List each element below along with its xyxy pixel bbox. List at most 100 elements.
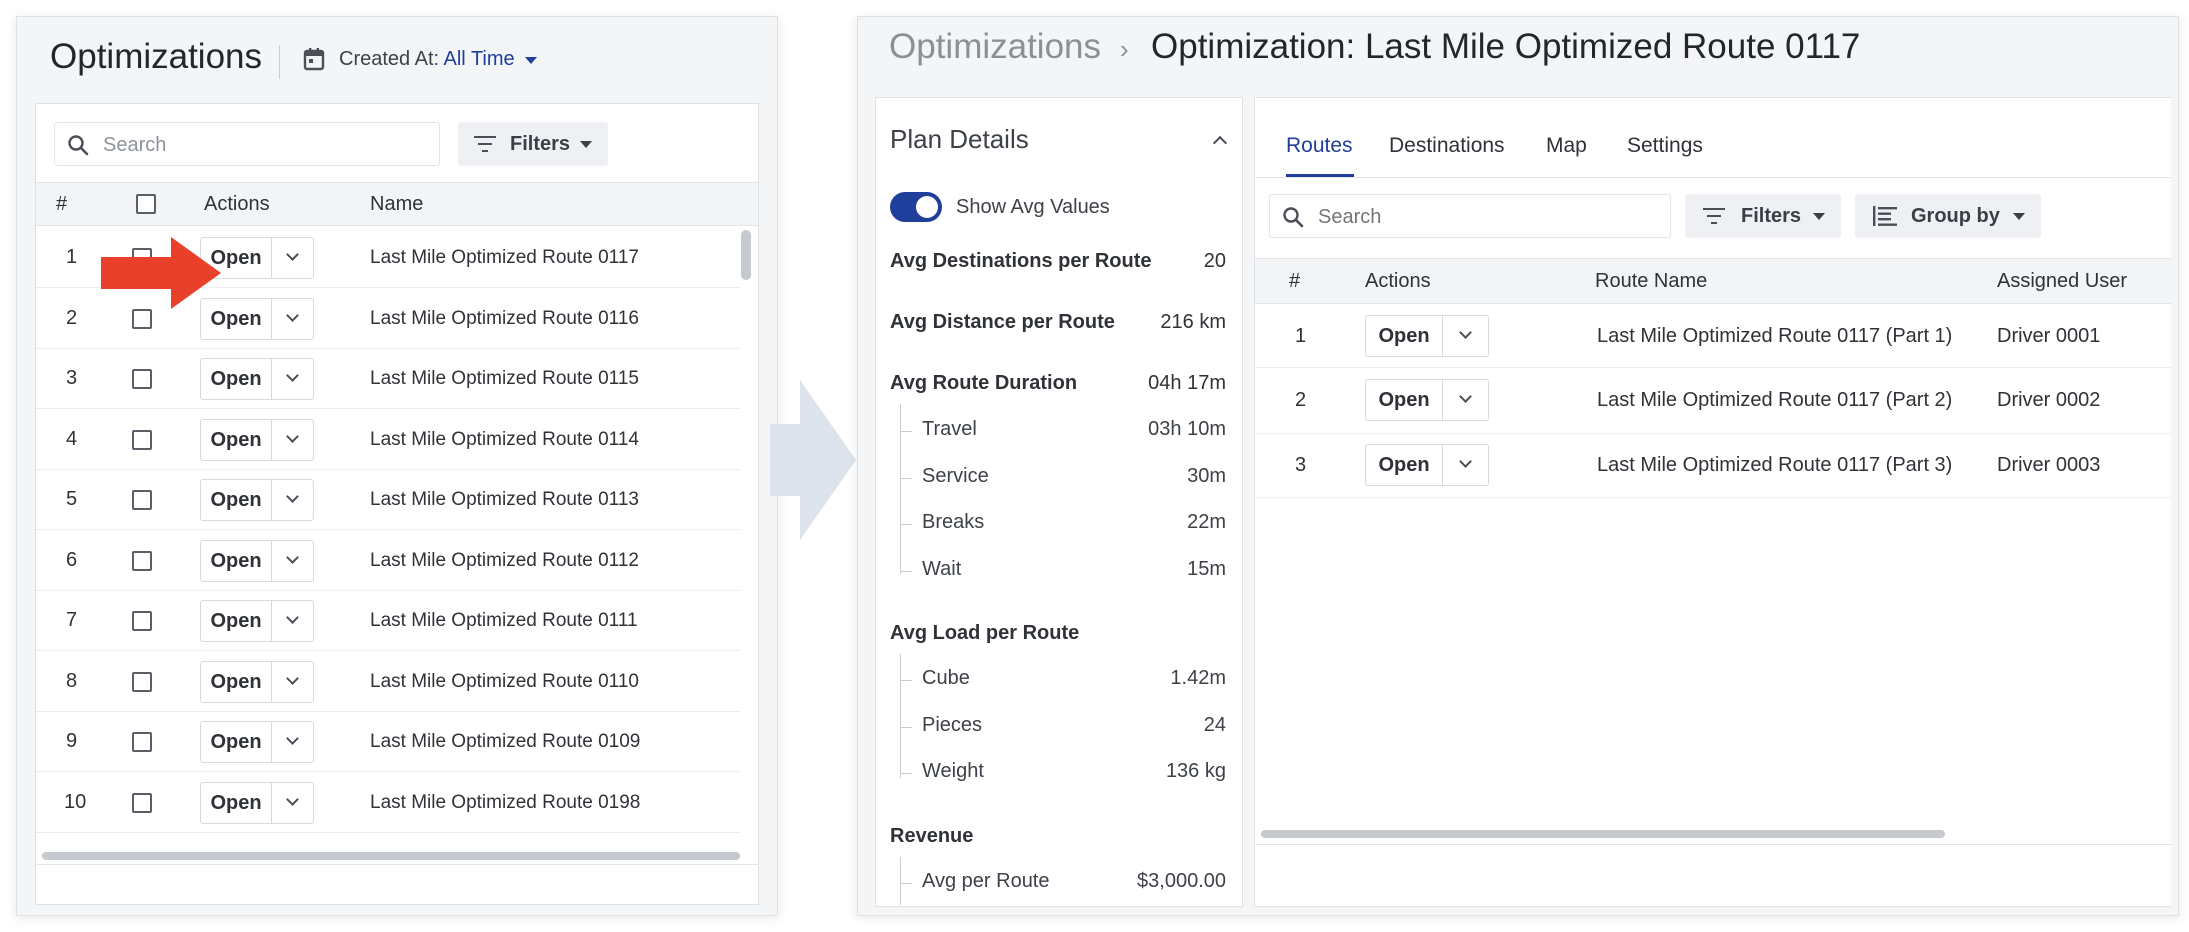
chevron-down-icon[interactable] — [286, 550, 299, 564]
open-button[interactable]: Open — [1378, 325, 1430, 347]
open-button[interactable]: Open — [210, 489, 262, 511]
route-name[interactable]: Last Mile Optimized Route 0117 (Part 3) — [1597, 454, 1953, 476]
route-search-box[interactable] — [1269, 194, 1671, 238]
open-button[interactable]: Open — [1378, 389, 1430, 411]
open-button[interactable]: Open — [210, 307, 262, 330]
chevron-down-icon[interactable] — [286, 369, 299, 382]
optimization-name[interactable]: Last Mile Optimized Route 0115 — [370, 368, 639, 389]
breakdown-value: 136 kg — [1165, 760, 1226, 782]
optimization-name[interactable]: Last Mile Optimized Route 0109 — [370, 731, 641, 752]
table-row[interactable]: 1 Open Last Mile Optimized Route 0117 (Par… — [1255, 306, 2172, 368]
optimization-name[interactable]: Last Mile Optimized Route 0112 — [370, 549, 639, 571]
button-split-divider — [271, 601, 272, 641]
chevron-down-icon[interactable] — [286, 671, 299, 685]
route-name[interactable]: Last Mile Optimized Route 0117 (Part 1) — [1597, 325, 1953, 347]
row-checkbox[interactable] — [132, 671, 152, 692]
button-split-divider — [271, 298, 272, 339]
search-box[interactable] — [54, 122, 440, 166]
select-all-checkbox[interactable] — [136, 194, 156, 214]
chevron-down-icon[interactable] — [1459, 326, 1472, 339]
open-button[interactable]: Open — [210, 247, 262, 269]
vertical-scrollbar[interactable] — [741, 230, 751, 280]
row-number: 10 — [64, 790, 87, 813]
column-header-actions: Actions — [1365, 270, 1431, 292]
chevron-down-icon[interactable] — [1459, 455, 1472, 468]
open-button[interactable]: Open — [1378, 454, 1430, 476]
horizontal-scrollbar[interactable] — [42, 852, 740, 860]
chevron-up-icon[interactable] — [1212, 135, 1228, 151]
table-row[interactable]: 5 Open Last Mile Optimized Route 0113 — [36, 470, 740, 530]
chevron-down-icon[interactable] — [1459, 390, 1472, 403]
chevron-down-icon[interactable] — [286, 248, 299, 261]
row-checkbox[interactable] — [132, 490, 152, 510]
group-by-button[interactable]: Group by — [1855, 194, 2041, 238]
chevron-down-icon[interactable] — [286, 429, 299, 443]
row-checkbox[interactable] — [132, 732, 152, 752]
avg-duration-value: 04h 17m — [1148, 372, 1226, 394]
row-checkbox[interactable] — [132, 369, 152, 389]
optimization-name[interactable]: Last Mile Optimized Route 0111 — [370, 610, 638, 631]
open-button[interactable]: Open — [210, 428, 262, 451]
tree-connector-tick — [900, 773, 912, 774]
open-button[interactable]: Open — [210, 368, 262, 390]
filters-button[interactable]: Filters — [458, 122, 608, 166]
caret-down-icon[interactable] — [525, 57, 537, 64]
optimization-name[interactable]: Last Mile Optimized Route 0116 — [370, 307, 639, 329]
chevron-down-icon[interactable] — [286, 308, 299, 322]
tree-connector-tick — [900, 431, 912, 432]
caret-down-icon — [580, 141, 592, 148]
horizontal-scrollbar[interactable] — [1261, 830, 1945, 838]
row-checkbox[interactable] — [132, 308, 152, 329]
table-row[interactable]: 3 Open Last Mile Optimized Route 0115 — [36, 349, 740, 409]
row-checkbox[interactable] — [132, 429, 152, 450]
show-avg-values-toggle[interactable] — [890, 192, 942, 222]
table-row[interactable]: 7 Open Last Mile Optimized Route 0111 — [36, 591, 740, 651]
open-button[interactable]: Open — [210, 610, 262, 632]
route-filters-button[interactable]: Filters — [1685, 194, 1841, 238]
tabs-divider — [1255, 177, 2172, 178]
open-button[interactable]: Open — [210, 731, 262, 753]
optimization-name[interactable]: Last Mile Optimized Route 0117 — [370, 247, 639, 268]
chevron-down-icon[interactable] — [286, 792, 299, 806]
chevron-down-icon[interactable] — [286, 490, 299, 503]
tab-routes[interactable]: Routes — [1286, 134, 1353, 157]
chevron-down-icon[interactable] — [286, 732, 299, 745]
optimization-name[interactable]: Last Mile Optimized Route 0114 — [370, 428, 639, 450]
row-checkbox[interactable] — [132, 550, 152, 571]
table-row[interactable]: 9 Open Last Mile Optimized Route 0109 — [36, 712, 740, 772]
active-tab-indicator — [1286, 174, 1354, 177]
calendar-icon — [303, 48, 325, 71]
column-header-name: Name — [370, 193, 424, 215]
optimization-name[interactable]: Last Mile Optimized Route 0110 — [370, 670, 639, 692]
route-search-input[interactable] — [1318, 205, 1648, 229]
open-button[interactable]: Open — [210, 670, 262, 693]
avg-destinations-value: 20 — [1203, 250, 1226, 272]
route-name[interactable]: Last Mile Optimized Route 0117 (Part 2) — [1597, 389, 1953, 411]
button-split-divider — [271, 419, 272, 460]
optimization-name[interactable]: Last Mile Optimized Route 0113 — [370, 489, 639, 510]
table-row[interactable]: 8 Open Last Mile Optimized Route 0110 — [36, 652, 740, 712]
open-button[interactable]: Open — [210, 791, 262, 814]
table-row[interactable]: 10 Open Last Mile Optimized Route 0198 — [36, 773, 740, 833]
table-row[interactable]: 1 Open Last Mile Optimized Route 0117 — [36, 228, 740, 288]
optimizations-table-card: Filters # Actions Name 1 Open Last Mile Op… — [35, 103, 759, 905]
avg-load-label: Avg Load per Route — [890, 622, 1080, 644]
tree-connector — [900, 404, 901, 574]
table-row[interactable]: 6 Open Last Mile Optimized Route 0112 — [36, 531, 740, 591]
tab-map[interactable]: Map — [1546, 134, 1587, 157]
open-button[interactable]: Open — [210, 549, 262, 572]
optimization-name[interactable]: Last Mile Optimized Route 0198 — [370, 791, 641, 813]
table-row[interactable]: 2 Open Last Mile Optimized Route 0117 (Par… — [1255, 368, 2172, 434]
tab-settings[interactable]: Settings — [1627, 134, 1703, 157]
table-row[interactable]: 2 Open Last Mile Optimized Route 0116 — [36, 289, 740, 349]
search-input[interactable] — [103, 133, 423, 157]
chevron-down-icon[interactable] — [286, 611, 299, 624]
header-divider — [279, 45, 280, 79]
row-checkbox[interactable] — [132, 792, 152, 813]
created-at-filter[interactable]: Created At: All Time — [339, 48, 515, 71]
breadcrumb-root-link[interactable]: Optimizations — [889, 27, 1102, 66]
tab-destinations[interactable]: Destinations — [1389, 134, 1505, 157]
table-row[interactable]: 4 Open Last Mile Optimized Route 0114 — [36, 410, 740, 470]
row-checkbox[interactable] — [132, 611, 152, 631]
table-row[interactable]: 3 Open Last Mile Optimized Route 0117 (Par… — [1255, 434, 2172, 498]
